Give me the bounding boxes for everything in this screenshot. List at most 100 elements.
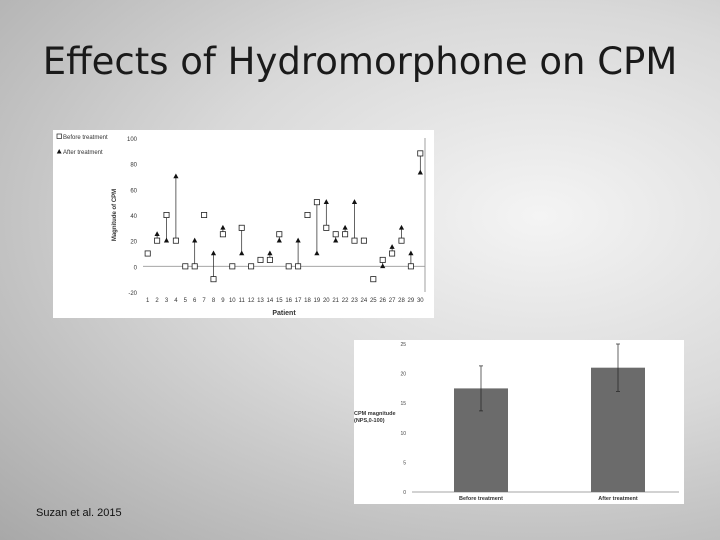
after-point — [192, 237, 198, 243]
before-point — [210, 276, 217, 283]
x-tick-label: 24 — [361, 298, 368, 304]
y-tick-label: 10 — [400, 431, 406, 437]
before-point — [276, 231, 283, 238]
x-tick-label: 9 — [221, 298, 225, 304]
before-point — [370, 276, 377, 283]
x-tick-label: 21 — [332, 298, 339, 304]
before-point — [257, 256, 264, 263]
x-tick-label: 30 — [417, 298, 424, 304]
after-point — [173, 173, 179, 179]
x-axis-label: Patient — [272, 310, 296, 317]
x-tick-label: 16 — [285, 298, 292, 304]
y-tick-label: -20 — [128, 291, 137, 297]
before-point — [389, 250, 396, 257]
x-tick-label: 20 — [323, 298, 330, 304]
before-point — [417, 150, 424, 157]
y-tick-label: 20 — [130, 240, 137, 246]
x-tick-label: 13 — [257, 298, 264, 304]
before-point — [304, 212, 311, 219]
after-point — [276, 237, 282, 243]
before-point — [172, 237, 179, 244]
after-point — [380, 263, 386, 269]
x-tick-label: 14 — [267, 298, 274, 304]
y-tick-label: 5 — [403, 460, 406, 466]
x-tick-label: 15 — [276, 298, 283, 304]
x-tick-label: 12 — [248, 298, 255, 304]
x-tick-label: 25 — [370, 298, 377, 304]
before-point — [342, 231, 349, 238]
y-tick-label: 80 — [130, 163, 137, 169]
y-tick-label: 40 — [130, 214, 137, 220]
x-tick-label: 8 — [212, 298, 216, 304]
after-point — [267, 250, 273, 256]
x-tick-label: 1 — [146, 298, 150, 304]
after-point — [220, 224, 226, 230]
after-point — [239, 250, 245, 256]
before-point — [144, 250, 151, 257]
before-point — [154, 237, 161, 244]
citation: Suzan et al. 2015 — [36, 507, 122, 519]
x-tick-label: 28 — [398, 298, 405, 304]
after-point — [163, 237, 170, 243]
after-point — [408, 250, 414, 256]
x-tick-label: 7 — [202, 298, 206, 304]
y-tick-label: 25 — [400, 342, 406, 348]
legend-before-marker — [56, 133, 62, 139]
before-point — [360, 237, 367, 244]
x-tick-label: 27 — [389, 298, 396, 304]
before-point — [238, 224, 245, 231]
y-tick-label: 60 — [130, 188, 137, 194]
after-point — [398, 224, 405, 230]
x-tick-label: 10 — [229, 298, 236, 304]
after-point — [333, 237, 339, 243]
before-point — [182, 263, 189, 270]
x-tick-label: 3 — [165, 298, 169, 304]
legend-after-marker — [56, 149, 62, 154]
after-point — [154, 231, 160, 237]
after-point — [210, 250, 217, 256]
before-point — [248, 263, 255, 270]
after-point — [342, 224, 348, 230]
y-tick-label: 0 — [134, 265, 138, 271]
y-tick-label: 20 — [400, 372, 406, 378]
y-axis-label-line2: (NPS,0-100) — [354, 418, 385, 424]
legend-after-label: After treatment — [63, 150, 103, 156]
before-point — [313, 199, 320, 206]
before-point — [407, 263, 414, 270]
x-tick-label: 17 — [295, 298, 302, 304]
after-point — [351, 199, 358, 204]
before-point — [398, 237, 405, 244]
x-tick-label: Before treatment — [459, 496, 503, 502]
before-point — [332, 231, 339, 238]
x-tick-label: 2 — [155, 298, 159, 304]
after-point — [323, 199, 329, 204]
x-tick-label: 29 — [408, 298, 415, 304]
before-point — [201, 212, 208, 219]
bar-svg: 0 5 10 15 20 25 CPM magnitude(NPS,0-100) Before… — [354, 342, 679, 502]
x-tick-label: 18 — [304, 298, 311, 304]
legend-before-label: Before treatment — [63, 135, 108, 141]
before-point — [323, 224, 330, 231]
patient-cpm-scatter-chart: -20 0 20 40 60 80 100 Magnitude of CPM 1 2 3 4 5 6 7 8 9… — [53, 130, 434, 318]
mean-cpm-bar-chart: 0 5 10 15 20 25 CPM magnitude (NPS,0-100) Before… — [354, 340, 684, 504]
before-point — [285, 263, 292, 270]
slide-title: Effects of Hydromorphone on CPM — [42, 40, 678, 83]
y-tick-label: 0 — [403, 490, 406, 496]
y-tick-label: 100 — [127, 137, 138, 143]
x-tick-label: 23 — [351, 298, 358, 304]
after-point — [314, 250, 320, 256]
x-tick-label: 26 — [379, 298, 386, 304]
after-point — [417, 169, 423, 175]
before-point — [191, 263, 198, 270]
after-point — [389, 244, 395, 249]
before-point — [163, 212, 170, 219]
x-tick-label: 5 — [184, 298, 188, 304]
x-tick-label: 6 — [193, 298, 197, 304]
before-point — [379, 256, 386, 263]
x-tick-label: 11 — [239, 298, 246, 304]
y-axis-label-line1: CPM magnitude — [354, 411, 396, 417]
x-tick-label: 4 — [174, 298, 178, 304]
y-axis-label: Magnitude of CPM — [112, 189, 118, 241]
x-tick-label: 19 — [314, 298, 321, 304]
y-tick-label: 15 — [400, 401, 406, 407]
